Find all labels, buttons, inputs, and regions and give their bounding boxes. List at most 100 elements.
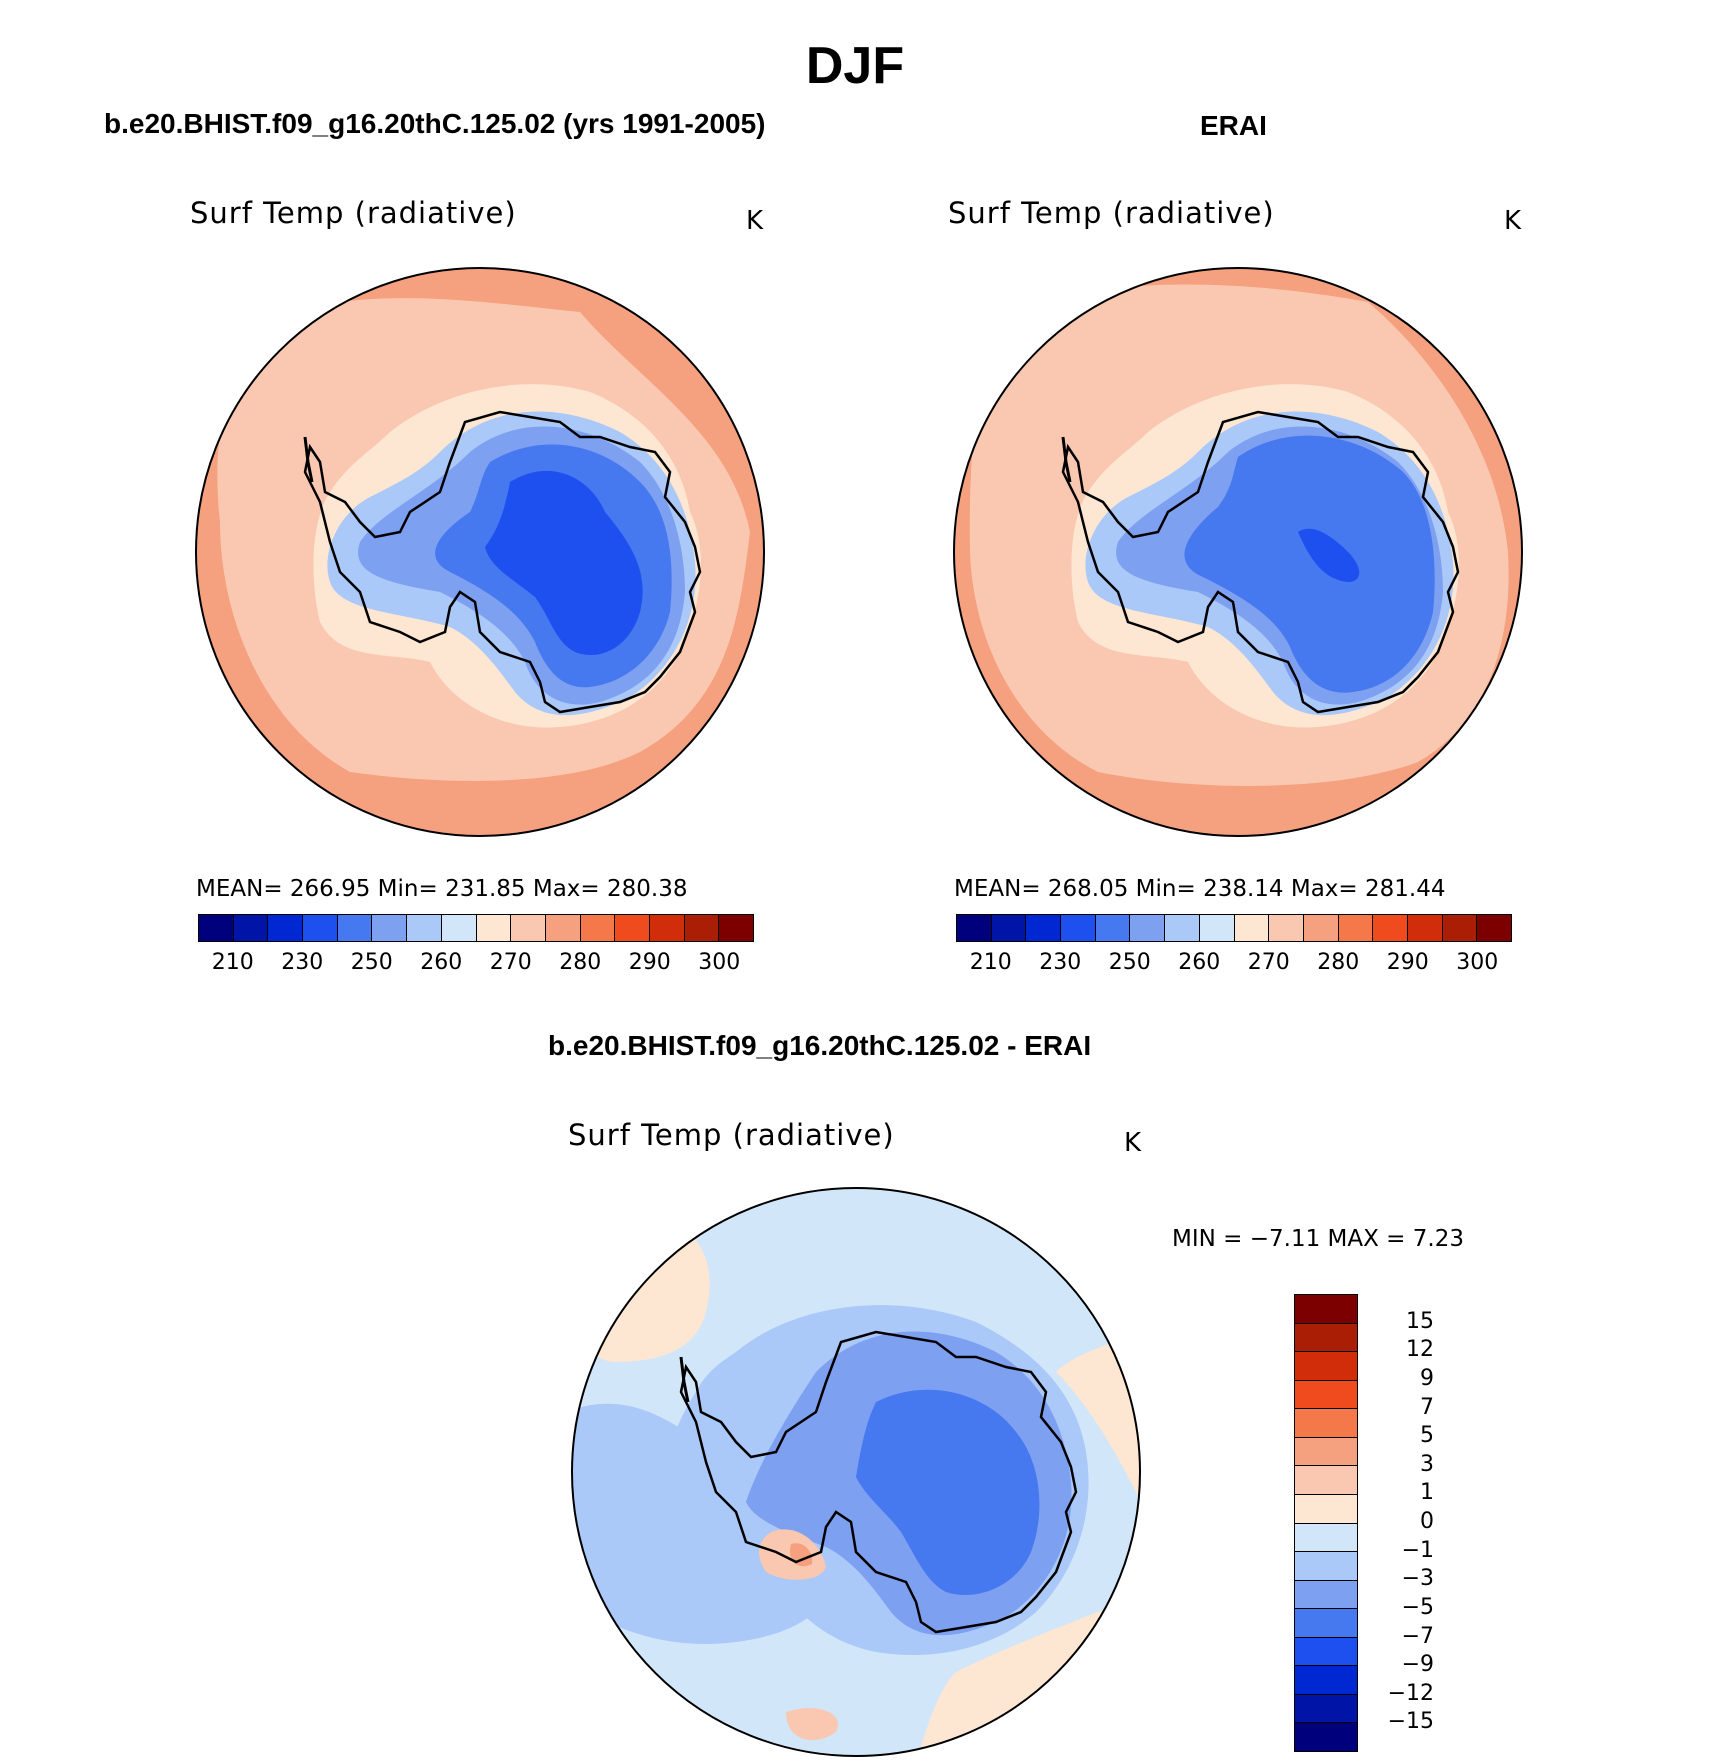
obs-colorbar-swatch [1303, 915, 1339, 941]
diff-colorbar-swatch [1295, 1523, 1357, 1553]
obs-colorbar-tick-label: 210 [969, 950, 1012, 975]
obs-peninsula-tip [1061, 436, 1072, 483]
model-map-boundary [195, 267, 765, 837]
diff-colorbar-tick-label: −9 [1401, 1652, 1434, 1678]
obs-colorbar-swatch [1199, 915, 1235, 941]
model-colorbar-swatch [719, 915, 753, 941]
obs-colorbar-tick-label: 280 [1317, 950, 1360, 975]
model-colorbar-swatch [372, 915, 408, 941]
diff-field-south-warm-patch [786, 1708, 838, 1741]
model-colorbar [198, 914, 754, 942]
obs-coastline [1061, 410, 1460, 714]
model-coastline [303, 410, 702, 714]
diff-colorbar-swatch [1295, 1609, 1357, 1638]
diff-colorbar-swatch [1295, 1437, 1357, 1467]
diff-stats: MIN = −7.11 MAX = 7.23 [1172, 1226, 1464, 1252]
diff-variable-label: Surf Temp (radiative) [568, 1118, 895, 1152]
diff-colorbar-tick-label: −5 [1401, 1594, 1434, 1620]
obs-colorbar-swatch [1234, 915, 1270, 941]
obs-colorbar-swatch [991, 915, 1027, 941]
model-colorbar-swatch [407, 915, 442, 941]
obs-colorbar-swatch [1061, 915, 1096, 941]
model-colorbar-swatch [441, 915, 477, 941]
diff-colorbar-tick-label: −15 [1387, 1709, 1434, 1735]
diff-colorbar-swatch [1295, 1409, 1357, 1438]
model-colorbar-swatch [684, 915, 720, 941]
obs-colorbar-swatch [957, 915, 992, 941]
model-colorbar-swatch [233, 915, 269, 941]
obs-colorbar-swatch [1477, 915, 1511, 941]
diff-colorbar-tick-label: 12 [1406, 1337, 1434, 1363]
diff-colorbar-tick-label: −12 [1387, 1680, 1434, 1706]
obs-colorbar-tick-label: 300 [1456, 950, 1499, 975]
model-polar-map [195, 267, 765, 837]
model-colorbar-tick-label: 210 [211, 950, 254, 975]
model-colorbar-swatch [649, 915, 685, 941]
diff-colorbar-swatch [1295, 1552, 1357, 1581]
model-colorbar-tick-label: 230 [281, 950, 324, 975]
model-colorbar-swatch [476, 915, 512, 941]
obs-field-ice-core [1298, 528, 1360, 582]
obs-colorbar-swatch [1095, 915, 1131, 941]
diff-colorbar-swatch [1295, 1466, 1357, 1495]
diff-colorbar-tick-label: 0 [1420, 1509, 1434, 1534]
model-colorbar-tick-label: 250 [350, 950, 393, 975]
diff-panel-title: b.e20.BHIST.f09_g16.20thC.125.02 - ERAI [548, 1030, 1092, 1061]
model-stats: MEAN= 266.95 Min= 231.85 Max= 280.38 [196, 876, 688, 902]
diff-colorbar-swatch [1295, 1637, 1357, 1667]
obs-colorbar-swatch [1442, 915, 1478, 941]
obs-variable-label: Surf Temp (radiative) [948, 196, 1275, 230]
model-colorbar-swatch [337, 915, 373, 941]
obs-colorbar-swatch [1269, 915, 1304, 941]
model-colorbar-swatch [545, 915, 581, 941]
obs-colorbar [956, 914, 1512, 942]
figure-title: DJF [805, 37, 905, 95]
obs-polar-map [953, 267, 1523, 837]
diff-colorbar-swatch [1295, 1723, 1357, 1751]
obs-colorbar-swatch [1165, 915, 1200, 941]
diff-colorbar-swatch [1295, 1352, 1357, 1381]
obs-colorbar-tick-label: 230 [1039, 950, 1082, 975]
diff-colorbar-swatch [1295, 1694, 1357, 1724]
model-colorbar-swatch [303, 915, 338, 941]
model-colorbar-tick-label: 290 [628, 950, 671, 975]
diff-units-label: K [1124, 1128, 1142, 1158]
diff-peninsula-tip [679, 1356, 690, 1403]
model-colorbar-swatch [199, 915, 234, 941]
obs-colorbar-swatch [1338, 915, 1374, 941]
diff-coastline [679, 1330, 1078, 1634]
obs-colorbar-swatch [1026, 915, 1062, 941]
obs-units-label: K [1504, 206, 1522, 236]
diff-colorbar-tick-label: −1 [1401, 1537, 1434, 1563]
diff-colorbar-swatch [1295, 1666, 1357, 1695]
obs-colorbar-tick-label: 260 [1178, 950, 1221, 975]
diff-colorbar-tick-label: −3 [1401, 1566, 1434, 1592]
model-units-label: K [746, 206, 764, 236]
diff-colorbar-swatch [1295, 1323, 1357, 1353]
obs-colorbar-tick-label: 250 [1108, 950, 1151, 975]
obs-map-boundary [953, 267, 1523, 837]
model-colorbar-tick-label: 270 [489, 950, 532, 975]
model-colorbar-swatch [615, 915, 650, 941]
model-colorbar-swatch [268, 915, 304, 941]
diff-polar-map [571, 1187, 1141, 1757]
model-colorbar-tick-label: 300 [698, 950, 741, 975]
diff-colorbar-tick-label: 15 [1406, 1308, 1434, 1334]
obs-colorbar-swatch [1407, 915, 1443, 941]
model-panel-title: b.e20.BHIST.f09_g16.20thC.125.02 (yrs 19… [104, 108, 766, 139]
diff-colorbar-tick-label: 7 [1420, 1394, 1434, 1420]
model-peninsula-tip [303, 436, 314, 483]
model-field-ice-core [485, 470, 643, 656]
obs-field-ice-inner [1184, 435, 1435, 693]
obs-colorbar-swatch [1373, 915, 1408, 941]
obs-panel-title: ERAI [1200, 110, 1267, 141]
obs-colorbar-tick-label: 270 [1247, 950, 1290, 975]
diff-map-boundary [571, 1187, 1141, 1757]
diff-colorbar-tick-label: 9 [1420, 1365, 1434, 1391]
diff-colorbar-swatch [1295, 1580, 1357, 1610]
model-colorbar-tick-label: 260 [420, 950, 463, 975]
diff-colorbar-tick-label: 5 [1420, 1423, 1434, 1449]
diff-colorbar-tick-label: 1 [1420, 1480, 1434, 1506]
diff-colorbar-tick-label: −7 [1401, 1623, 1434, 1649]
model-variable-label: Surf Temp (radiative) [190, 196, 517, 230]
